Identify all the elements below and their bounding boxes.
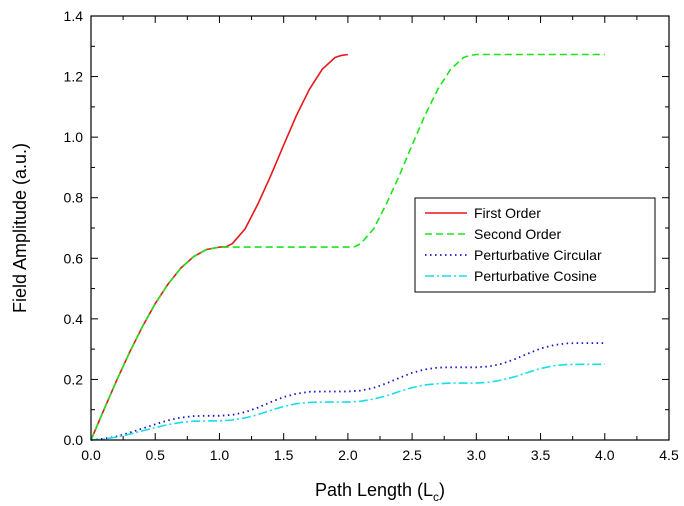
legend-label-1: First Order bbox=[474, 205, 541, 221]
y-tick-label: 0.6 bbox=[64, 250, 84, 266]
x-tick-label: 0.0 bbox=[81, 447, 101, 463]
x-tick-label: 4.5 bbox=[659, 447, 679, 463]
x-axis-title: Path Length (Lc) bbox=[315, 480, 445, 504]
x-tick-label: 0.5 bbox=[145, 447, 165, 463]
x-tick-label: 2.5 bbox=[402, 447, 422, 463]
x-axis-title-main: Path Length (L bbox=[315, 480, 433, 500]
y-tick-label: 0.8 bbox=[64, 190, 84, 206]
x-axis-title-close: ) bbox=[439, 480, 445, 500]
legend: First Order Second Order Perturbative Circ… bbox=[414, 197, 656, 293]
series-line-2 bbox=[90, 53, 605, 441]
x-tick-label: 4.0 bbox=[595, 447, 615, 463]
x-tick-label: 3.5 bbox=[531, 447, 551, 463]
y-tick-label: 0.0 bbox=[64, 432, 84, 448]
y-tick-label: 0.4 bbox=[64, 311, 84, 327]
series-layer bbox=[90, 53, 605, 441]
y-tick-label: 0.2 bbox=[64, 371, 84, 387]
x-tick-label: 1.5 bbox=[274, 447, 294, 463]
legend-label-2: Second Order bbox=[474, 226, 561, 242]
x-tick-label: 3.0 bbox=[467, 447, 487, 463]
y-axis-title: Field Amplitude (a.u.) bbox=[10, 143, 30, 313]
y-tick-label: 1.2 bbox=[64, 69, 84, 85]
series-line-4 bbox=[90, 363, 605, 441]
legend-label-3: Perturbative Circular bbox=[474, 247, 602, 263]
series-line-1 bbox=[90, 53, 349, 441]
x-tick-label: 1.0 bbox=[210, 447, 230, 463]
y-tick-label: 1.4 bbox=[64, 8, 84, 24]
series-line-3 bbox=[90, 342, 605, 441]
legend-label-4: Perturbative Cosine bbox=[474, 268, 597, 284]
x-axis-title-subscript: c bbox=[433, 490, 439, 504]
y-tick-label: 1.0 bbox=[64, 129, 84, 145]
x-tick-label: 2.0 bbox=[338, 447, 358, 463]
ticks-layer: 0.0 0.5 1.0 1.5 2.0 2.5 3.0 3.5 4.0 4.5 0.0 0.2 0.4 0… bbox=[64, 8, 679, 463]
